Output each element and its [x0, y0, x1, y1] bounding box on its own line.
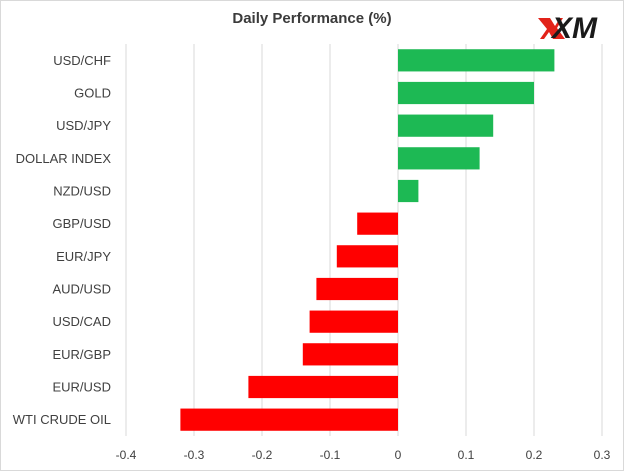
x-tick-label: -0.1 [320, 448, 341, 462]
x-tick-label: -0.2 [252, 448, 273, 462]
xm-logo: XM [538, 12, 598, 45]
category-label: USD/CAD [52, 314, 111, 329]
category-label: AUD/USD [52, 282, 111, 297]
logo-text: XM [550, 12, 598, 45]
bar [398, 81, 534, 105]
bar [302, 343, 398, 366]
x-tick-label: 0.3 [594, 448, 611, 462]
bar [398, 147, 480, 170]
bar [398, 49, 555, 72]
category-label: NZD/USD [53, 184, 111, 199]
category-label: GBP/USD [52, 216, 111, 231]
bar [309, 310, 398, 333]
category-label: WTI CRUDE OIL [13, 412, 111, 427]
bar [248, 375, 398, 399]
x-tick-label: -0.3 [184, 448, 205, 462]
category-label: EUR/JPY [56, 249, 111, 264]
category-label: USD/CHF [53, 53, 111, 68]
bar [398, 114, 494, 137]
xm-logo-mark: XM [538, 12, 598, 45]
x-tick-label: 0.1 [458, 448, 475, 462]
category-label: USD/JPY [56, 118, 111, 133]
grid-lines [125, 44, 603, 436]
x-tick-labels: -0.4 -0.3 -0.2 -0.1 0 0.1 0.2 0.3 [116, 448, 611, 462]
category-labels: USD/CHF GOLD USD/JPY DOLLAR INDEX NZD/USD GBP… [13, 53, 112, 427]
x-tick-label: -0.4 [116, 448, 137, 462]
bar [316, 277, 398, 301]
bar [398, 179, 419, 203]
x-tick-label: 0 [395, 448, 402, 462]
bar [357, 212, 398, 235]
x-tick-label: 0.2 [526, 448, 543, 462]
category-label: DOLLAR INDEX [16, 151, 112, 166]
chart-title: Daily Performance (%) [232, 10, 392, 27]
category-label: EUR/GBP [52, 347, 111, 362]
bar [180, 408, 398, 431]
category-label: GOLD [74, 86, 111, 101]
category-label: EUR/USD [52, 380, 111, 395]
bars [180, 49, 555, 431]
bar [336, 245, 398, 268]
